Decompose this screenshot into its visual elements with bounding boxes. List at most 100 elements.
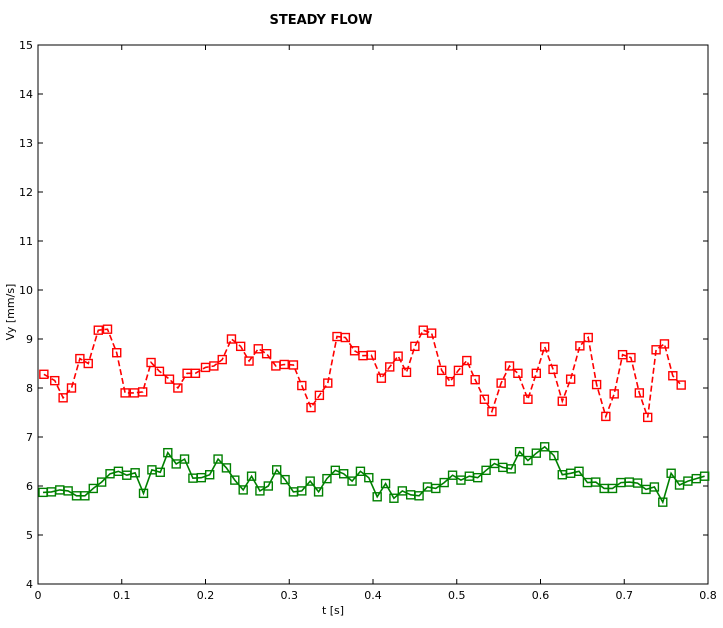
data-point-marker: [253, 344, 263, 354]
y-tick-label: 14: [19, 88, 33, 101]
data-point-marker: [436, 365, 447, 376]
data-point-marker: [75, 353, 85, 364]
series-1: [39, 324, 686, 423]
data-point-marker: [297, 486, 307, 496]
y-axis-label: Vy [mm/s]: [4, 284, 17, 341]
data-point-marker: [676, 380, 686, 390]
y-tick-label: 13: [19, 137, 33, 150]
data-point-marker: [385, 362, 395, 372]
data-point-marker: [226, 334, 237, 344]
data-point-marker: [261, 349, 272, 359]
data-point-marker: [244, 356, 254, 366]
data-point-marker: [447, 470, 458, 480]
data-point-marker: [649, 482, 660, 492]
data-point-marker: [668, 371, 678, 381]
data-point-marker: [523, 455, 533, 466]
data-point-marker: [88, 483, 98, 494]
y-tick-label: 15: [19, 39, 33, 52]
y-tick-label: 12: [19, 186, 33, 199]
data-point-marker: [549, 450, 559, 461]
y-tick-label: 4: [26, 578, 33, 591]
data-point-marker: [479, 394, 490, 404]
data-point-marker: [513, 368, 523, 378]
data-point-marker: [246, 471, 257, 481]
y-tick-label: 5: [26, 529, 33, 542]
data-point-marker: [506, 464, 516, 474]
data-point-marker: [235, 341, 246, 352]
x-tick-label: 0.2: [197, 589, 215, 602]
data-point-marker: [155, 467, 165, 477]
data-point-marker: [548, 364, 558, 375]
x-axis-label: t [s]: [322, 604, 344, 617]
data-point-marker: [288, 360, 299, 370]
data-point-marker: [221, 463, 232, 473]
data-point-marker: [322, 473, 332, 484]
data-point-marker: [146, 357, 156, 368]
data-point-marker: [120, 388, 130, 398]
data-point-marker: [190, 368, 201, 378]
data-point-marker: [453, 365, 464, 376]
data-point-marker: [263, 481, 274, 491]
data-point-marker: [470, 374, 480, 385]
data-point-marker: [63, 486, 73, 496]
data-point-marker: [338, 469, 349, 479]
data-point-marker: [531, 368, 542, 378]
data-point-marker: [439, 477, 449, 488]
data-point-marker: [574, 466, 584, 476]
data-point-marker: [401, 367, 412, 378]
data-point-marker: [39, 369, 49, 379]
data-point-marker: [112, 348, 122, 358]
data-point-marker: [364, 472, 374, 483]
chart-title: STEADY FLOW: [269, 13, 372, 28]
data-point-marker: [487, 406, 497, 417]
data-point-marker: [306, 402, 316, 413]
data-point-marker: [666, 468, 676, 478]
data-point-marker: [313, 487, 324, 497]
data-point-marker: [204, 470, 215, 480]
data-point-marker: [238, 485, 248, 495]
data-point-marker: [340, 332, 351, 343]
data-point-marker: [96, 477, 107, 487]
data-point-marker: [372, 492, 382, 502]
data-point-marker: [179, 454, 190, 464]
data-point-marker: [173, 383, 183, 393]
y-tick-label: 11: [19, 235, 33, 248]
data-point-marker: [539, 442, 550, 452]
plot-frame: [37, 44, 709, 585]
x-tick-label: 0.3: [281, 589, 299, 602]
y-tick-label: 7: [26, 431, 33, 444]
axis-ticks: 0 0.1 0.2 0.3 0.4 0.5 0.6 0.7 0.8 4 5 6 7 8 9 10 11 12 13 1…: [19, 39, 717, 602]
data-point-marker: [355, 466, 366, 476]
x-tick-label: 0.8: [699, 589, 717, 602]
data-point-marker: [523, 394, 533, 404]
data-point-marker: [591, 477, 601, 487]
data-point-marker: [380, 478, 391, 489]
data-point-marker: [314, 390, 325, 401]
data-point-marker: [496, 378, 506, 388]
data-point-marker: [462, 355, 472, 366]
plot-area: [37, 44, 709, 585]
data-point-marker: [393, 351, 403, 361]
y-tick-label: 6: [26, 480, 33, 493]
data-point-marker: [699, 471, 710, 481]
data-point-marker: [271, 465, 282, 475]
data-point-marker: [626, 352, 636, 363]
x-tick-label: 0.7: [616, 589, 634, 602]
data-point-marker: [643, 412, 653, 423]
data-point-marker: [557, 396, 567, 406]
data-point-marker: [305, 476, 315, 486]
x-tick-label: 0.6: [532, 589, 550, 602]
data-point-marker: [255, 486, 265, 496]
data-point-marker: [58, 393, 68, 403]
data-point-marker: [514, 447, 525, 457]
data-point-marker: [163, 447, 173, 458]
data-point-marker: [583, 332, 593, 343]
data-point-marker: [658, 497, 668, 507]
x-tick-label: 0.5: [448, 589, 466, 602]
data-point-marker: [607, 483, 618, 494]
data-point-marker: [280, 474, 290, 485]
x-tick-label: 0: [35, 589, 42, 602]
data-point-marker: [609, 389, 619, 399]
data-point-marker: [366, 350, 377, 360]
